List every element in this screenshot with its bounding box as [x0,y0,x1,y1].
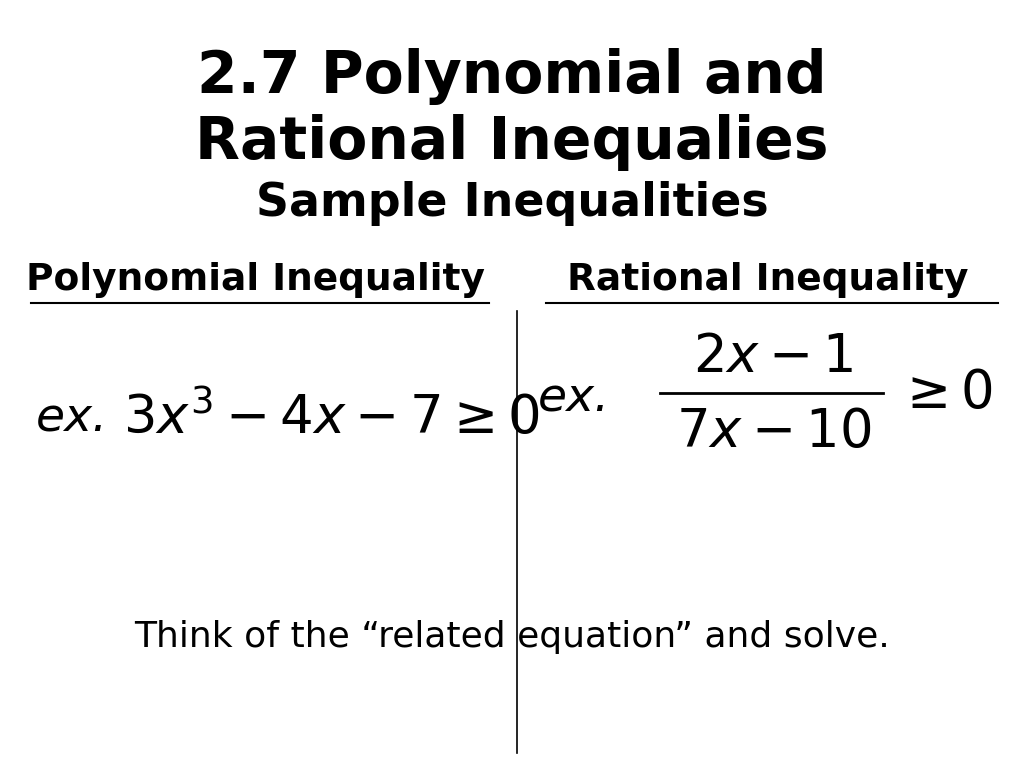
Text: ex.: ex. [538,377,609,422]
Text: ex.: ex. [36,396,108,441]
Text: Rational Inequalies: Rational Inequalies [196,114,828,170]
Text: $\geq 0$: $\geq 0$ [896,367,993,419]
Text: $7x - 10$: $7x - 10$ [676,406,870,458]
Text: Think of the “related equation” and solve.: Think of the “related equation” and solv… [134,621,890,654]
Text: $2x - 1$: $2x - 1$ [693,331,853,383]
Text: Rational Inequality: Rational Inequality [567,263,969,298]
Text: $3x^3 - 4x - 7 \geq 0$: $3x^3 - 4x - 7 \geq 0$ [123,392,540,445]
Text: 2.7 Polynomial and: 2.7 Polynomial and [198,48,826,105]
Text: Sample Inequalities: Sample Inequalities [256,181,768,226]
Text: Polynomial Inequality: Polynomial Inequality [27,263,485,298]
